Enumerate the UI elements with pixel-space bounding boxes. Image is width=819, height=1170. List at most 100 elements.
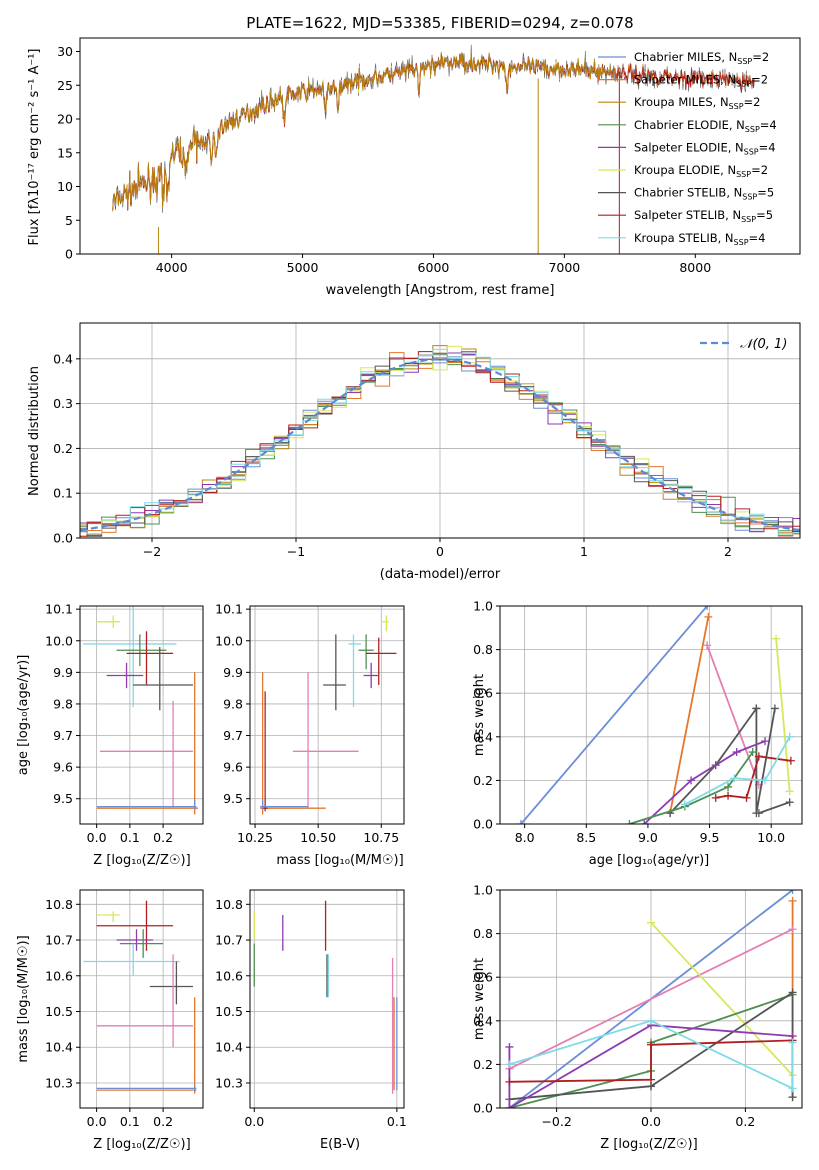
weight-point-marker	[788, 1084, 797, 1093]
errorbar-point	[133, 647, 194, 711]
weight-point-marker	[647, 1016, 655, 1025]
errorbar-point	[348, 634, 362, 708]
weight-point-marker	[788, 988, 797, 997]
weight-point-marker	[505, 1104, 514, 1108]
y-tick-label: 0.4	[53, 351, 73, 366]
y-tick-label: 25	[57, 78, 73, 93]
legend-subscript: SSP	[745, 125, 760, 134]
weight-point-marker	[516, 820, 525, 824]
residuals-axes: −2 −1 0 1 2 0.0 0.1 0.2 0.3 0.4	[53, 322, 801, 559]
mass-vs-z-plot-area	[80, 890, 203, 1108]
weight-point-marker	[724, 782, 733, 791]
plot-content	[80, 890, 203, 1108]
legend-text: Kroupa ELODIE, N	[634, 163, 736, 177]
normal-legend-label: 𝒩(0, 1)	[740, 337, 787, 352]
weight-point-marker	[754, 752, 763, 761]
residuals-plot-area	[80, 323, 800, 538]
histogram-series	[80, 355, 800, 532]
y-tick-label: 10.6	[215, 968, 243, 983]
weight-point-marker	[647, 1075, 655, 1084]
histogram-series	[80, 354, 800, 534]
y-tick-label: 0.4	[473, 729, 493, 744]
y-tick-label: 10.4	[45, 1040, 73, 1055]
y-tick-label: 0.4	[473, 1013, 493, 1028]
weight-point-marker	[748, 748, 757, 757]
y-tick-label: 0.2	[53, 441, 73, 456]
weight-point-marker	[770, 704, 779, 713]
y-tick-label: 0.0	[473, 817, 493, 832]
plot-content	[250, 890, 404, 1108]
errorbar-point	[99, 700, 194, 809]
weight-series-line	[669, 616, 710, 814]
x-tick-label: 1	[580, 544, 588, 559]
weight-point-marker	[785, 798, 794, 807]
legend-value: =5	[757, 186, 774, 200]
y-tick-label: 30	[57, 44, 73, 59]
y-tick-label: 9.9	[53, 665, 73, 680]
age-vs-z-plot-area	[80, 606, 203, 824]
legend-value: =5	[756, 208, 773, 222]
age-vs-mass-plot-area	[250, 606, 404, 824]
errorbar-point	[149, 961, 194, 1005]
legend-text: Salpeter ELODIE, N	[634, 140, 744, 154]
y-tick-label: 5	[65, 213, 73, 228]
x-tick-label: 0.2	[153, 1114, 173, 1129]
legend-subscript: SSP	[736, 80, 751, 89]
weight-point-marker	[625, 820, 634, 824]
weight-point-marker	[788, 896, 797, 905]
weight-point-marker	[647, 1040, 655, 1049]
weight-point-marker	[754, 809, 763, 818]
legend-value: =2	[751, 73, 768, 87]
weight-point-marker	[640, 820, 649, 824]
y-tick-label: 0.0	[53, 531, 73, 546]
weight-point-marker	[687, 776, 696, 785]
errorbar-point	[381, 615, 389, 632]
weight-point-marker	[711, 793, 720, 802]
x-tick-label: 10.50	[300, 830, 336, 845]
x-tick-label: 0.2	[153, 830, 173, 845]
errorbar-point	[116, 634, 167, 667]
legend-text: Chabrier MILES, N	[634, 50, 737, 64]
legend-text: Chabrier STELIB, N	[634, 186, 742, 200]
weight-point-marker	[732, 748, 741, 757]
weight-point-marker	[788, 1093, 797, 1102]
age-vs-mass-panel: 10.25 10.50 10.75 9.5 9.6 9.7 9.8 9.9 10.0 10.1 m…	[215, 602, 405, 868]
legend-text: Salpeter STELIB, N	[634, 208, 741, 222]
y-tick-label: 0	[65, 247, 73, 262]
x-tick-label: −2	[143, 544, 161, 559]
legend-subscript: SSP	[736, 170, 751, 179]
residuals-panel: −2 −1 0 1 2 0.0 0.1 0.2 0.3 0.4 𝒩(0, 1) (data-mod…	[27, 322, 801, 582]
weight-vs-z-xlabel: Z [log₁₀(Z/Z☉)]	[600, 1137, 697, 1152]
legend-value: =2	[744, 95, 761, 109]
mass-vs-ebv-plot-area	[250, 890, 404, 1108]
weight-series-line	[520, 606, 708, 824]
y-tick-label: 10.6	[45, 968, 73, 983]
weight-vs-age-axes: 8.0 8.5 9.0 9.5 10.0 0.0 0.2 0.4 0.6 0.8 1.0	[473, 599, 803, 845]
y-tick-label: 0.8	[473, 642, 493, 657]
spectrum-xlabel: wavelength [Angstrom, rest frame]	[326, 283, 555, 298]
spectrum-title: PLATE=1622, MJD=53385, FIBERID=0294, z=0…	[246, 14, 633, 32]
legend-text: Kroupa MILES, N	[634, 95, 729, 109]
errorbar-point	[260, 672, 326, 815]
weight-series-line	[706, 644, 760, 786]
y-tick-label: 10.5	[215, 1004, 243, 1019]
y-tick-label: 0.6	[473, 970, 493, 985]
normal-curve	[80, 358, 800, 532]
errorbar-point	[83, 943, 180, 976]
weight-point-marker	[704, 612, 713, 621]
weight-series-line	[509, 928, 793, 1070]
errorbar-point	[323, 634, 346, 711]
errorbar-point	[119, 929, 164, 958]
weight-point-marker	[505, 1060, 514, 1069]
axes-frame	[79, 605, 204, 825]
legend-entry: Chabrier ELODIE, NSSP=4	[634, 118, 777, 134]
mass-vs-z-axes: 0.0 0.1 0.2 10.3 10.4 10.5 10.6 10.7 10.8	[45, 889, 204, 1129]
histogram-series	[80, 352, 800, 535]
weight-point-marker	[742, 793, 751, 802]
errorbar-point	[96, 615, 120, 629]
mass-vs-ebv-axes: 0.0 0.1 10.3 10.4 10.5 10.6 10.7 10.8	[215, 889, 407, 1129]
y-tick-label: 0.1	[53, 486, 73, 501]
age-vs-z-ylabel: age [log₁₀(age/yr)]	[16, 655, 31, 776]
errorbar-point	[96, 672, 199, 815]
